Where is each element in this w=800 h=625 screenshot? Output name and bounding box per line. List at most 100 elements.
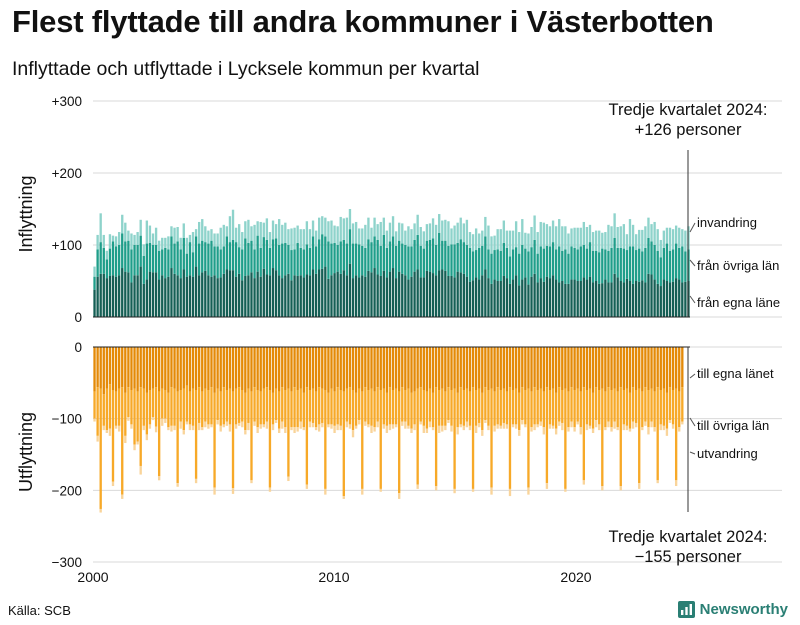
bar-inflyttning [573,227,576,248]
bar-inflyttning [318,217,321,240]
bar-inflyttning [638,248,641,282]
bar-utflyttning [167,427,170,431]
bar-inflyttning [388,241,392,272]
bar-inflyttning [299,229,302,248]
bar-inflyttning [105,250,109,260]
bar-utflyttning [354,425,358,429]
bar-inflyttning [465,245,469,277]
bar-utflyttning [662,425,666,431]
bar-inflyttning [447,221,450,246]
bar-inflyttning [256,271,259,317]
bar-utflyttning [274,420,278,423]
bar-inflyttning [296,275,299,317]
bar-inflyttning [136,232,139,245]
bar-utflyttning [354,392,358,426]
bar-utflyttning [379,390,382,489]
bar-utflyttning [674,388,678,481]
bar-inflyttning [145,243,149,280]
bar-utflyttning [302,392,305,428]
bar-utflyttning [508,488,512,497]
bar-inflyttning [410,229,413,247]
bar-inflyttning [391,268,395,317]
bar-utflyttning [487,347,490,390]
bar-utflyttning [207,347,210,390]
bar-utflyttning [438,390,441,426]
bar-inflyttning [573,279,576,317]
bar-inflyttning [518,232,521,254]
bar-inflyttning [496,229,499,250]
bar-utflyttning [244,392,247,431]
bar-inflyttning [484,236,487,270]
bar-utflyttning [413,424,416,431]
bar-inflyttning [379,245,382,276]
bar-inflyttning [431,218,435,239]
bar-utflyttning [518,347,521,393]
bar-inflyttning [231,209,235,240]
bar-utflyttning [327,424,330,428]
bar-utflyttning [628,428,632,432]
bar-utflyttning [324,488,327,495]
bar-inflyttning [287,245,290,274]
bar-inflyttning [551,220,555,243]
bar-utflyttning [121,387,124,495]
bar-inflyttning [570,246,573,280]
bar-inflyttning [385,247,389,278]
y-tick-label: 0 [74,310,82,325]
bar-utflyttning [194,478,198,484]
bar-inflyttning [133,275,136,317]
bar-inflyttning [401,243,404,274]
bar-utflyttning [438,347,441,390]
bar-utflyttning [154,426,158,433]
bar-utflyttning [339,347,342,390]
bar-inflyttning [176,241,179,276]
bar-inflyttning [379,275,382,317]
bar-utflyttning [324,347,327,390]
bar-inflyttning [117,245,121,276]
bar-utflyttning [650,421,653,428]
bar-inflyttning [287,229,290,245]
bar-utflyttning [348,387,352,425]
bar-utflyttning [373,427,376,432]
bar-utflyttning [287,388,290,477]
bar-utflyttning [314,347,318,392]
bar-utflyttning [564,347,567,389]
bar-utflyttning [154,387,158,427]
bar-inflyttning [576,227,579,250]
bar-inflyttning [579,246,582,281]
bar-inflyttning [398,240,401,272]
bar-inflyttning [388,271,392,317]
bar-inflyttning [339,241,342,274]
bar-utflyttning [527,347,530,389]
bar-utflyttning [514,424,518,429]
bar-utflyttning [450,390,453,426]
bar-utflyttning [428,347,432,389]
bar-inflyttning [302,249,305,278]
x-tick-label: 2010 [318,569,349,585]
bar-inflyttning [333,273,336,317]
annotation-text: −155 personer [635,548,742,566]
bar-utflyttning [388,424,392,431]
bar-inflyttning [330,243,333,276]
bar-utflyttning [514,347,518,389]
bar-utflyttning [413,347,416,392]
bar-inflyttning [244,275,247,317]
bar-inflyttning [348,263,352,317]
bar-utflyttning [410,428,413,433]
bar-utflyttning [278,347,281,392]
bar-utflyttning [659,424,662,431]
bar-inflyttning [133,245,136,276]
bar-inflyttning [619,226,622,248]
bar-utflyttning [179,421,182,429]
bar-inflyttning [508,230,512,257]
bar-inflyttning [222,224,225,247]
bar-inflyttning [536,232,539,254]
bar-inflyttning [434,245,438,276]
bar-utflyttning [188,347,192,392]
bar-utflyttning [311,347,315,389]
bar-inflyttning [671,281,675,317]
bar-inflyttning [314,246,318,274]
bar-inflyttning [631,246,635,284]
bar-utflyttning [447,387,450,421]
bar-utflyttning [216,347,219,389]
bar-utflyttning [548,347,552,390]
